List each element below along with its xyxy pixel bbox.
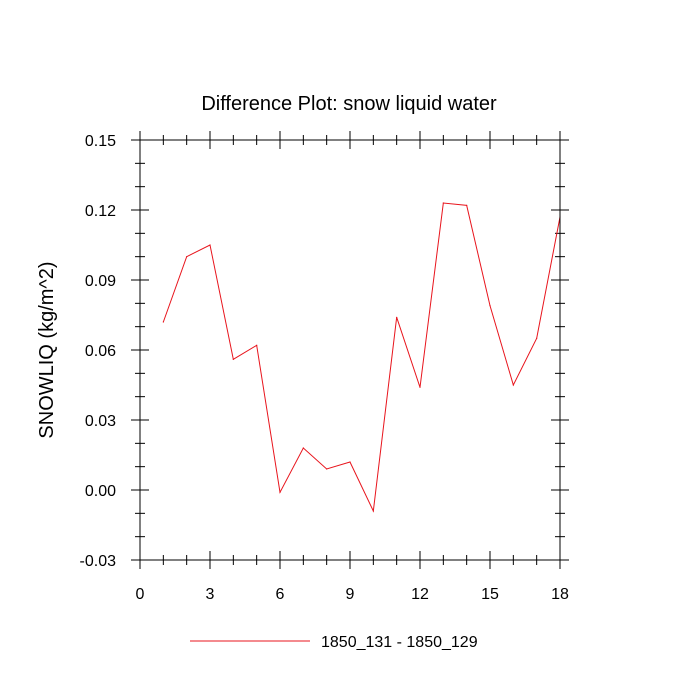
legend: 1850_131 - 1850_129 — [190, 634, 478, 651]
data-point — [536, 337, 538, 339]
y-tick-label: 0.09 — [85, 273, 116, 290]
data-point — [256, 344, 258, 346]
x-tick-label: 18 — [551, 586, 569, 603]
data-point — [162, 321, 164, 323]
data-point — [349, 461, 351, 463]
data-point — [512, 384, 514, 386]
x-tick-label: 15 — [481, 586, 499, 603]
data-point — [186, 256, 188, 258]
x-tick-label: 0 — [136, 586, 145, 603]
data-point — [279, 491, 281, 493]
data-point — [209, 244, 211, 246]
x-tick-label: 3 — [206, 586, 215, 603]
y-tick-label: 0.15 — [85, 133, 116, 150]
data-point — [326, 468, 328, 470]
data-point — [302, 447, 304, 449]
data-point — [489, 305, 491, 307]
x-tick-label: 9 — [346, 586, 355, 603]
data-point — [396, 316, 398, 318]
data-point — [466, 204, 468, 206]
y-tick-label: 0.06 — [85, 343, 116, 360]
plot-frame — [139, 139, 561, 561]
data-point — [232, 358, 234, 360]
legend-label: 1850_131 - 1850_129 — [321, 634, 478, 651]
x-tick-label: 12 — [411, 586, 429, 603]
data-point — [419, 386, 421, 388]
chart-title: Difference Plot: snow liquid water — [201, 93, 497, 115]
data-point — [442, 202, 444, 204]
y-tick-label: 0.03 — [85, 413, 116, 430]
series-line — [162, 202, 561, 513]
y-tick-label: 0.12 — [85, 203, 116, 220]
x-tick-label: 6 — [276, 586, 285, 603]
data-point — [372, 510, 374, 512]
y-tick-label: 0.00 — [85, 483, 116, 500]
y-tick-label: -0.03 — [80, 553, 117, 570]
y-axis-label: SNOWLIQ (kg/m^2) — [36, 261, 58, 438]
